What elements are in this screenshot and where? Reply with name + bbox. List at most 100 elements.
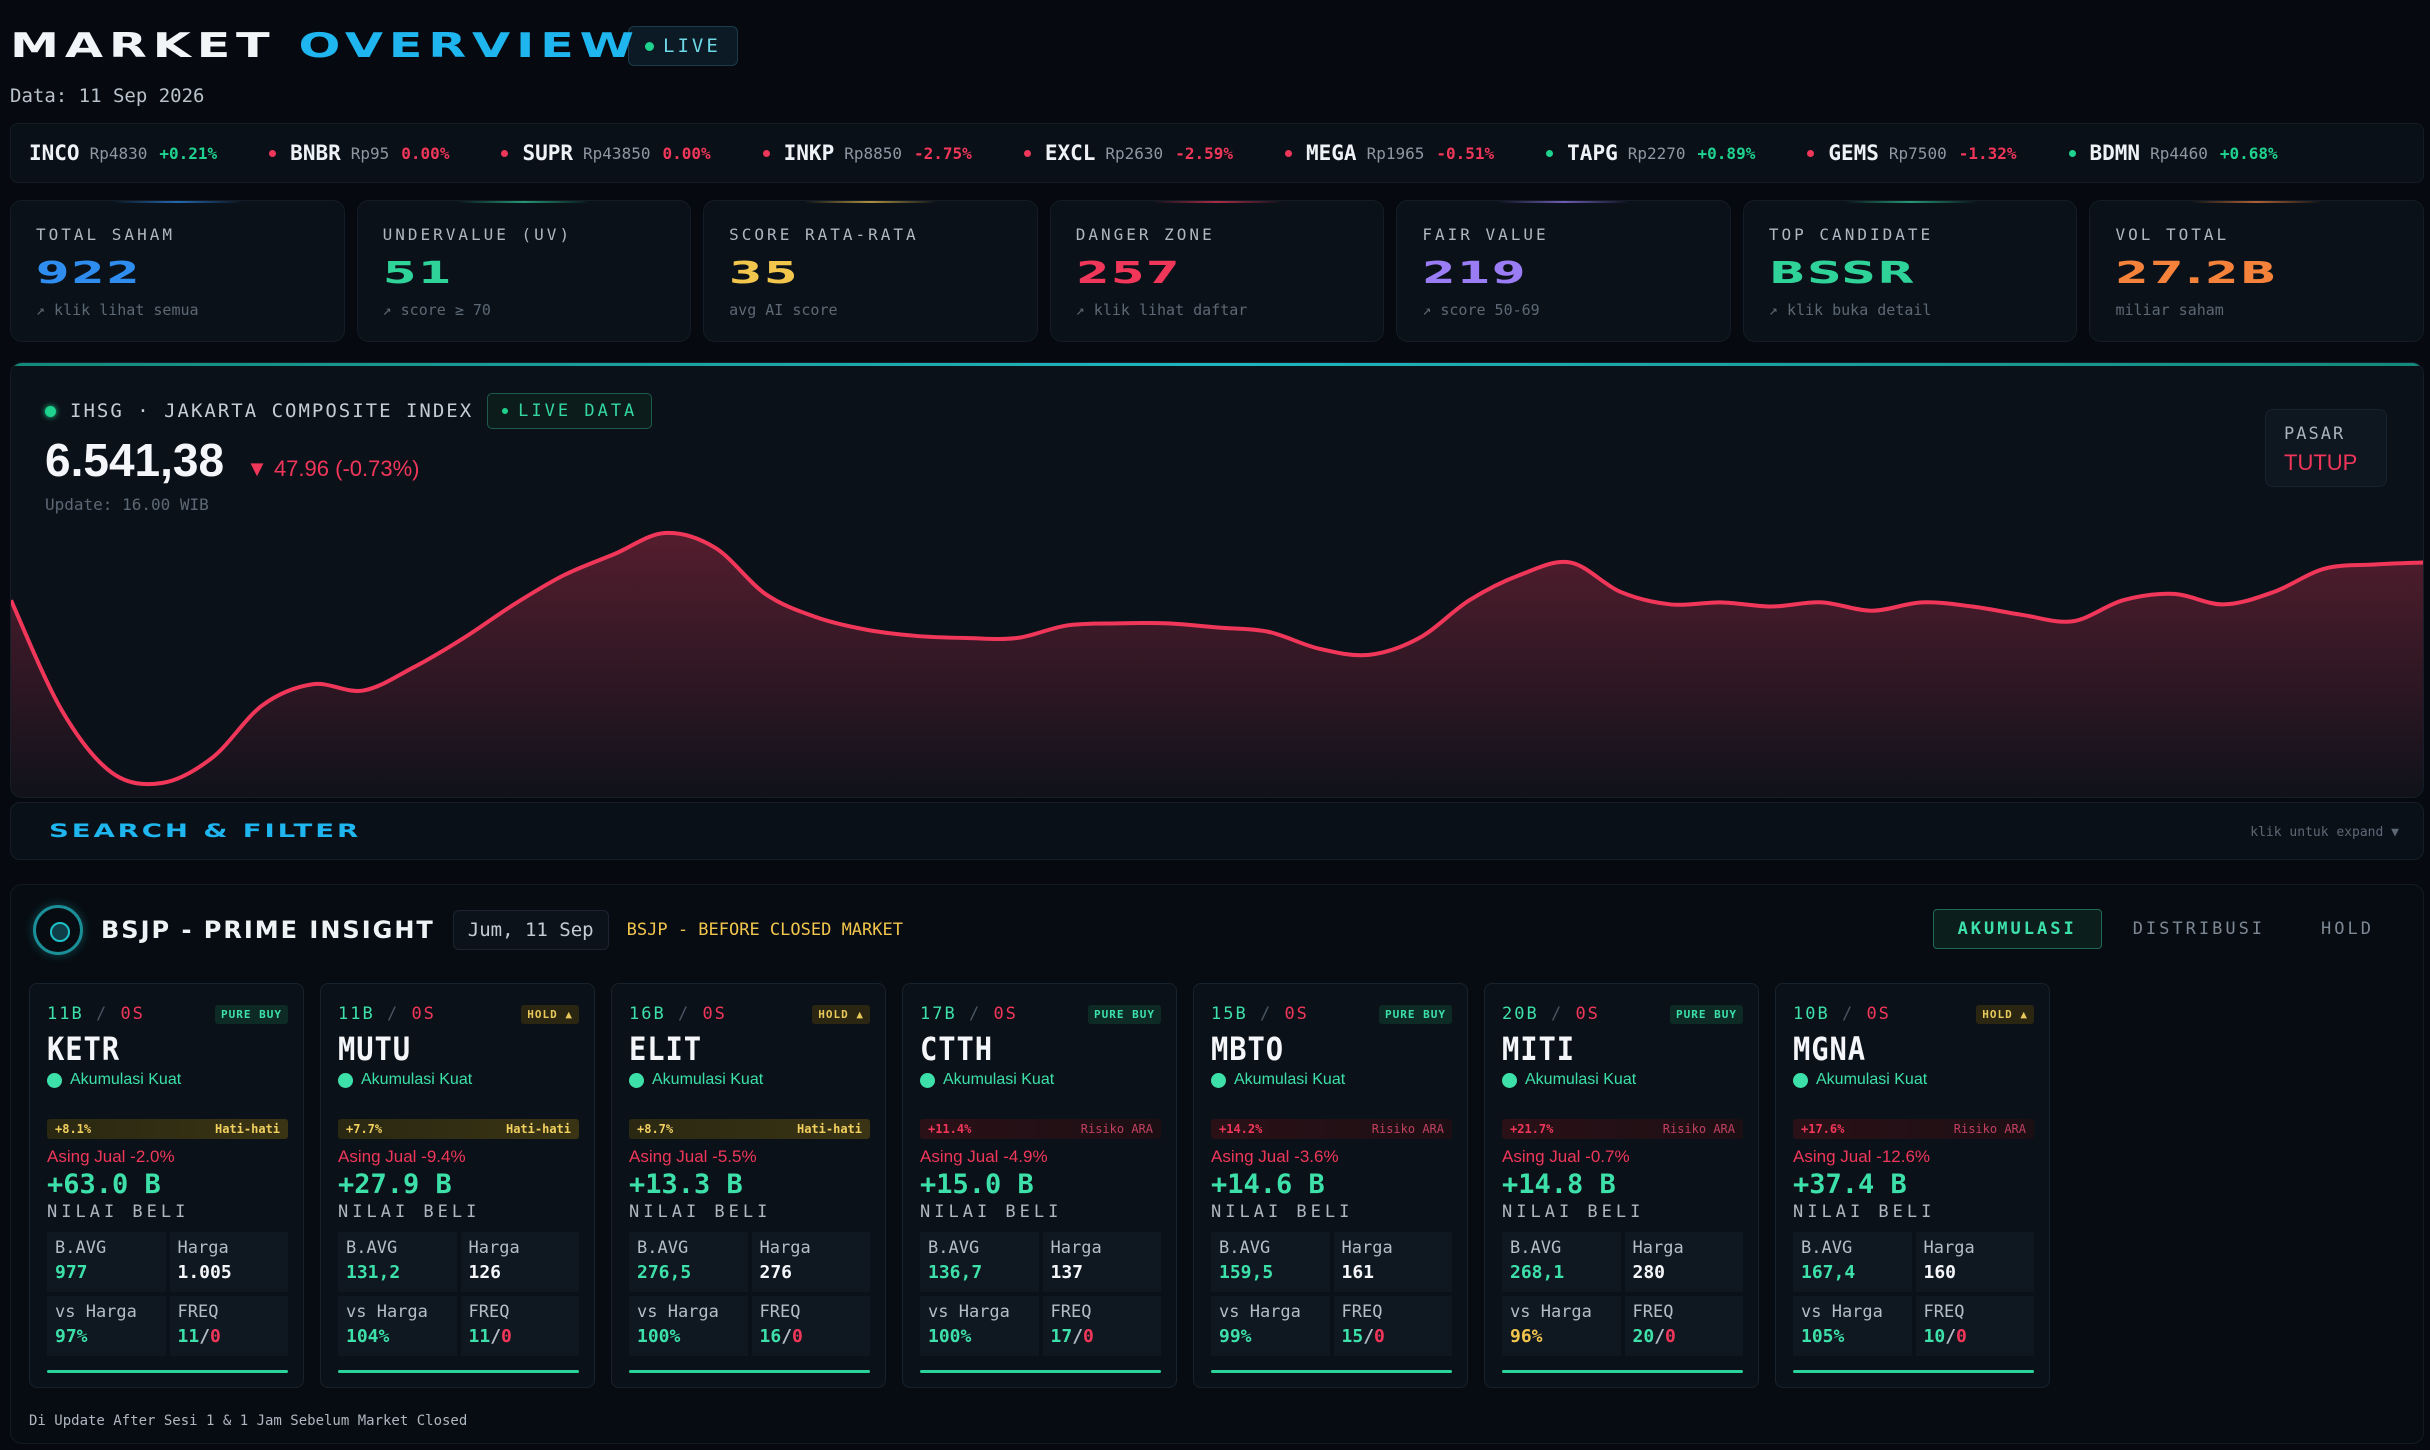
buy-value-label: NILAI BELI xyxy=(1211,1202,1354,1222)
ratio-separator: / xyxy=(1247,1004,1285,1024)
risk-percent: +8.1% xyxy=(55,1122,92,1136)
buy-value-label: NILAI BELI xyxy=(338,1202,481,1222)
ticker-item[interactable]: BNBR Rp95 0.00% xyxy=(269,141,449,165)
harga-label: Harga xyxy=(177,1238,229,1258)
bavg-cell: B.AVG 268,1 xyxy=(1502,1232,1621,1292)
ticker-item[interactable]: INCO Rp4830 +0.21% xyxy=(29,141,217,165)
tab-hold[interactable]: HOLD xyxy=(2321,919,2374,939)
stock-card[interactable]: 17B / 0S PURE BUY CTTH Akumulasi Kuat +11.4%… xyxy=(902,983,1177,1388)
ticker-item[interactable]: EXCL Rp2630 -2.59% xyxy=(1023,141,1233,165)
stat-card[interactable]: SCORE RATA-RATA 35 avg AI score xyxy=(703,200,1038,342)
stock-card[interactable]: 16B / 0S HOLD ▲ ELIT Akumulasi Kuat +8.7% Hat… xyxy=(611,983,886,1388)
ticker-item[interactable]: MEGA Rp1965 -0.51% xyxy=(1284,141,1495,165)
search-filter-toggle[interactable]: SEARCH & FILTER klik untuk expand ▼ xyxy=(10,802,2424,860)
ticker-change: 0.00% xyxy=(662,143,711,163)
ticker-item[interactable]: TAPG Rp2270 +0.89% xyxy=(1546,141,1755,165)
buy-count: 17B xyxy=(920,1004,957,1024)
stat-card[interactable]: TOP CANDIDATE BSSR ↗ klik buka detail xyxy=(1742,200,2078,342)
ticker-dot-icon xyxy=(1284,149,1292,157)
harga-cell: Harga 280 xyxy=(1624,1232,1743,1292)
stock-code: MUTU xyxy=(338,1030,411,1068)
ticker-dot-icon xyxy=(501,149,509,157)
ticker-price: Rp7500 xyxy=(1888,143,1947,163)
freq-separator: / xyxy=(1363,1326,1375,1347)
prime-insight-title: BSJP - PRIME INSIGHT xyxy=(101,916,435,944)
status-label: Akumulasi Kuat xyxy=(1234,1071,1346,1088)
stat-card[interactable]: VOL TOTAL 27.2B miliar saham xyxy=(2089,200,2425,342)
stock-code: KETR xyxy=(47,1030,120,1068)
ticker-price: Rp95 xyxy=(350,143,390,163)
freq-sell: 0 xyxy=(792,1326,803,1347)
stock-code: MBTO xyxy=(1211,1030,1284,1068)
tab-distribusi[interactable]: DISTRIBUSI xyxy=(2132,919,2266,939)
stat-value: 35 xyxy=(729,256,800,291)
accumulation-status: Akumulasi Kuat xyxy=(47,1071,288,1089)
harga-value: 126 xyxy=(468,1262,502,1283)
card-top: 20B / 0S PURE BUY xyxy=(1502,1004,1743,1024)
buy-sell-ratio: 15B / 0S xyxy=(1211,1004,1309,1024)
stat-label: TOP CANDIDATE xyxy=(1768,225,1934,244)
status-label: Akumulasi Kuat xyxy=(652,1071,764,1088)
ratio-separator: / xyxy=(1538,1004,1576,1024)
harga-label: Harga xyxy=(759,1238,811,1258)
page-title-part1: MARKET xyxy=(10,26,276,66)
stats-row: TOTAL SAHAM 922 ↗ klik lihat semua UNDERVAL… xyxy=(10,200,2425,342)
harga-value: 161 xyxy=(1341,1262,1375,1283)
stat-card[interactable]: DANGER ZONE 257 ↗ klik lihat daftar xyxy=(1049,200,1385,342)
risk-label: Hati-hati xyxy=(796,1122,862,1136)
tab-akumulasi[interactable]: AKUMULASI xyxy=(1932,909,2102,949)
vs-harga-label: vs Harga xyxy=(637,1302,719,1322)
ratio-separator: / xyxy=(665,1004,703,1024)
harga-cell: Harga 126 xyxy=(460,1232,579,1292)
ticker-code: SUPR xyxy=(522,141,574,165)
ticker-price: Rp43850 xyxy=(583,143,651,163)
harga-label: Harga xyxy=(468,1238,520,1258)
stat-card[interactable]: UNDERVALUE (UV) 51 ↗ score ≥ 70 xyxy=(356,200,692,342)
stock-card[interactable]: 10B / 0S HOLD ▲ MGNA Akumulasi Kuat +17.6% Ri… xyxy=(1775,983,2050,1388)
ticker-item[interactable]: SUPR Rp43850 0.00% xyxy=(501,141,711,165)
ticker-change: +0.21% xyxy=(159,143,218,163)
signal-tag: HOLD ▲ xyxy=(521,1004,579,1024)
stock-card[interactable]: 11B / 0S PURE BUY KETR Akumulasi Kuat +8.1% H… xyxy=(29,983,304,1388)
status-dot-icon xyxy=(338,1072,353,1088)
freq-buy: 11 xyxy=(468,1326,491,1347)
ticker-code: EXCL xyxy=(1044,141,1096,165)
stat-value: 922 xyxy=(36,256,141,291)
risk-label: Hati-hati xyxy=(505,1122,571,1136)
vs-harga-value: 104% xyxy=(346,1326,390,1347)
accumulation-status: Akumulasi Kuat xyxy=(629,1071,870,1089)
ticker-item[interactable]: INKP Rp8850 -2.75% xyxy=(762,141,972,165)
ticker-change: -0.51% xyxy=(1436,143,1495,163)
ticker-item[interactable]: BDMN Rp4460 +0.68% xyxy=(2068,141,2278,165)
ticker-item[interactable]: GEMS Rp7500 -1.32% xyxy=(1807,141,2017,165)
page-header: MARKET OVERVIEW LIVE xyxy=(10,22,738,70)
buy-value-label: NILAI BELI xyxy=(47,1202,190,1222)
freq-value: 11/0 xyxy=(178,1326,289,1347)
buy-sell-ratio: 17B / 0S xyxy=(920,1004,1018,1024)
bavg-value: 167,4 xyxy=(1801,1262,1856,1283)
accumulation-status: Akumulasi Kuat xyxy=(1502,1071,1743,1089)
sell-count: 0S xyxy=(1284,1004,1309,1024)
freq-cell: FREQ 11/0 xyxy=(169,1296,289,1356)
bavg-cell: B.AVG 159,5 xyxy=(1211,1232,1330,1292)
card-progress-bar xyxy=(338,1370,579,1373)
ticker-code: MEGA xyxy=(1305,141,1357,165)
risk-bar: +8.7% Hati-hati xyxy=(629,1119,870,1139)
stat-card[interactable]: FAIR VALUE 219 ↗ score 50-69 xyxy=(1396,200,1731,342)
bavg-label: B.AVG xyxy=(1219,1238,1271,1258)
foreign-flow: Asing Jual -3.6% xyxy=(1211,1147,1339,1166)
card-top: 10B / 0S HOLD ▲ xyxy=(1793,1004,2034,1024)
status-dot-icon xyxy=(629,1072,644,1088)
stock-card[interactable]: 20B / 0S PURE BUY MITI Akumulasi Kuat +21.7%… xyxy=(1484,983,1759,1388)
signal-tag: PURE BUY xyxy=(1670,1004,1743,1024)
metrics-grid: B.AVG 977 Harga 1.005 vs Harga 97% FREQ 11/0 xyxy=(47,1232,288,1356)
index-header: IHSG · JAKARTA COMPOSITE INDEX LIVE DATA xyxy=(45,393,653,429)
stock-card[interactable]: 15B / 0S PURE BUY MBTO Akumulasi Kuat +14.2%… xyxy=(1193,983,1468,1388)
stat-label: FAIR VALUE xyxy=(1422,225,1549,244)
status-dot-icon xyxy=(920,1072,935,1088)
stat-card[interactable]: TOTAL SAHAM 922 ↗ klik lihat semua xyxy=(10,200,345,342)
freq-label: FREQ xyxy=(1923,1302,1965,1322)
index-chart-panel: IHSG · JAKARTA COMPOSITE INDEX LIVE DATA… xyxy=(10,362,2424,798)
ticker-code: BDMN xyxy=(2089,141,2141,165)
stock-card[interactable]: 11B / 0S HOLD ▲ MUTU Akumulasi Kuat +7.7% Hat… xyxy=(320,983,595,1388)
